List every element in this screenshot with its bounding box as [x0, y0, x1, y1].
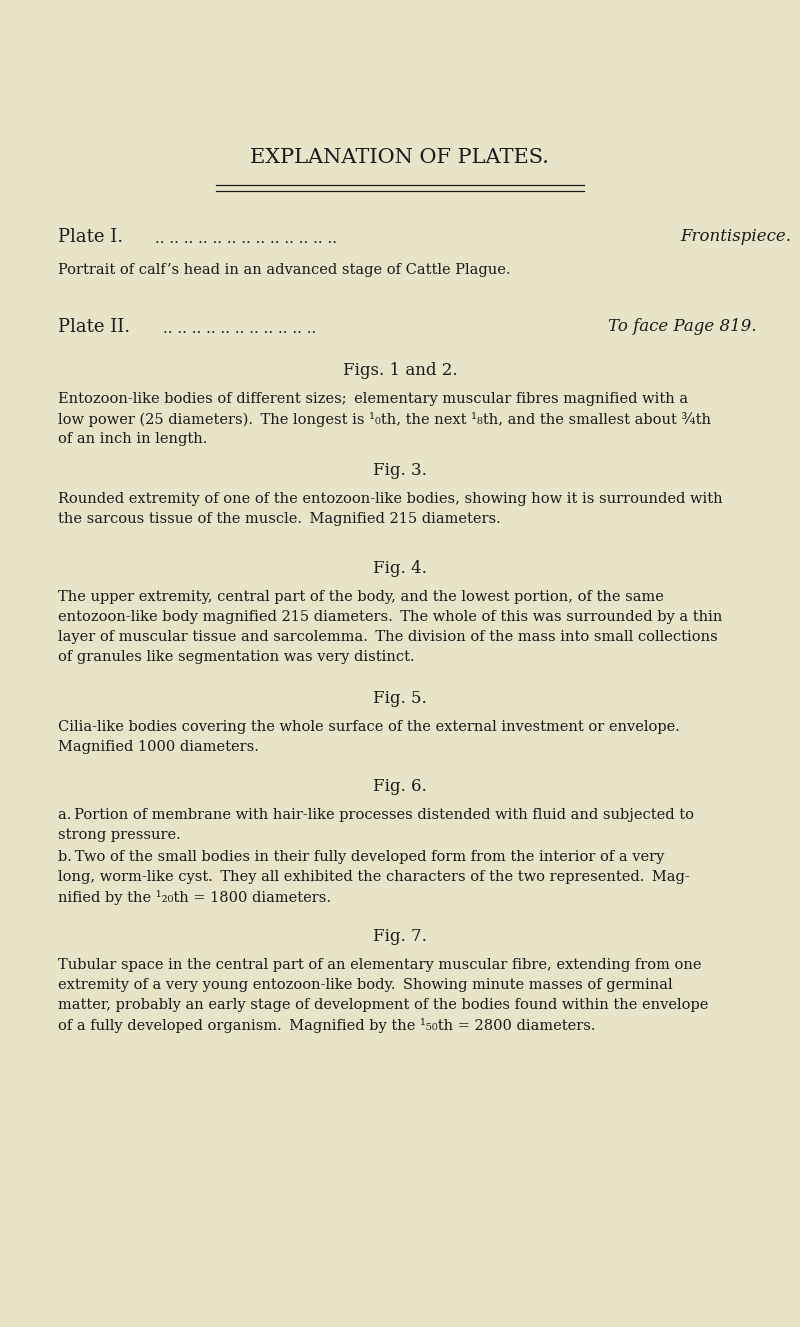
- Text: layer of muscular tissue and sarcolemma.  The division of the mass into small co: layer of muscular tissue and sarcolemma.…: [58, 630, 718, 644]
- Text: of a fully developed organism.  Magnified by the ¹₅₀th = 2800 diameters.: of a fully developed organism. Magnified…: [58, 1018, 595, 1032]
- Text: Entozoon-like bodies of different sizes;  elementary muscular fibres magnified w: Entozoon-like bodies of different sizes;…: [58, 391, 688, 406]
- Text: Frontispiece.: Frontispiece.: [680, 228, 791, 245]
- Text: Fig. 3.: Fig. 3.: [373, 462, 427, 479]
- Text: low power (25 diameters).  The longest is ¹₀th, the next ¹₈th, and the smallest : low power (25 diameters). The longest is…: [58, 411, 711, 427]
- Text: .. .. .. .. .. .. .. .. .. .. ..: .. .. .. .. .. .. .. .. .. .. ..: [163, 322, 316, 336]
- Text: the sarcous tissue of the muscle.  Magnified 215 diameters.: the sarcous tissue of the muscle. Magnif…: [58, 512, 501, 525]
- Text: Fig. 4.: Fig. 4.: [373, 560, 427, 577]
- Text: a. Portion of membrane with hair-like processes distended with fluid and subject: a. Portion of membrane with hair-like pr…: [58, 808, 694, 821]
- Text: b. Two of the small bodies in their fully developed form from the interior of a : b. Two of the small bodies in their full…: [58, 851, 664, 864]
- Text: Plate II.: Plate II.: [58, 318, 130, 336]
- Text: strong pressure.: strong pressure.: [58, 828, 181, 843]
- Text: .. .. .. .. .. .. .. .. .. .. .. .. ..: .. .. .. .. .. .. .. .. .. .. .. .. ..: [155, 232, 337, 245]
- Text: Cilia-like bodies covering the whole surface of the external investment or envel: Cilia-like bodies covering the whole sur…: [58, 721, 680, 734]
- Text: nified by the ¹₂₀th = 1800 diameters.: nified by the ¹₂₀th = 1800 diameters.: [58, 890, 331, 905]
- Text: of an inch in length.: of an inch in length.: [58, 433, 207, 446]
- Text: Fig. 5.: Fig. 5.: [373, 690, 427, 707]
- Text: To face Page 819.: To face Page 819.: [608, 318, 757, 334]
- Text: matter, probably an early stage of development of the bodies found within the en: matter, probably an early stage of devel…: [58, 998, 708, 1013]
- Text: Fig. 7.: Fig. 7.: [373, 928, 427, 945]
- Text: Portrait of calf’s head in an advanced stage of Cattle Plague.: Portrait of calf’s head in an advanced s…: [58, 263, 510, 277]
- Text: of granules like segmentation was very distinct.: of granules like segmentation was very d…: [58, 650, 414, 664]
- Text: EXPLANATION OF PLATES.: EXPLANATION OF PLATES.: [250, 149, 550, 167]
- Text: long, worm-like cyst.  They all exhibited the characters of the two represented.: long, worm-like cyst. They all exhibited…: [58, 871, 690, 884]
- Text: The upper extremity, central part of the body, and the lowest portion, of the sa: The upper extremity, central part of the…: [58, 591, 664, 604]
- Text: Magnified 1000 diameters.: Magnified 1000 diameters.: [58, 740, 259, 754]
- Text: entozoon-like body magnified 215 diameters.  The whole of this was surrounded by: entozoon-like body magnified 215 diamete…: [58, 610, 722, 624]
- Text: Rounded extremity of one of the entozoon-like bodies, showing how it is surround: Rounded extremity of one of the entozoon…: [58, 492, 722, 506]
- Text: Plate I.: Plate I.: [58, 228, 123, 245]
- Text: Tubular space in the central part of an elementary muscular fibre, extending fro: Tubular space in the central part of an …: [58, 958, 702, 971]
- Text: extremity of a very young entozoon-like body.  Showing minute masses of germinal: extremity of a very young entozoon-like …: [58, 978, 673, 993]
- Text: Figs. 1 and 2.: Figs. 1 and 2.: [342, 362, 458, 380]
- Text: Fig. 6.: Fig. 6.: [373, 778, 427, 795]
